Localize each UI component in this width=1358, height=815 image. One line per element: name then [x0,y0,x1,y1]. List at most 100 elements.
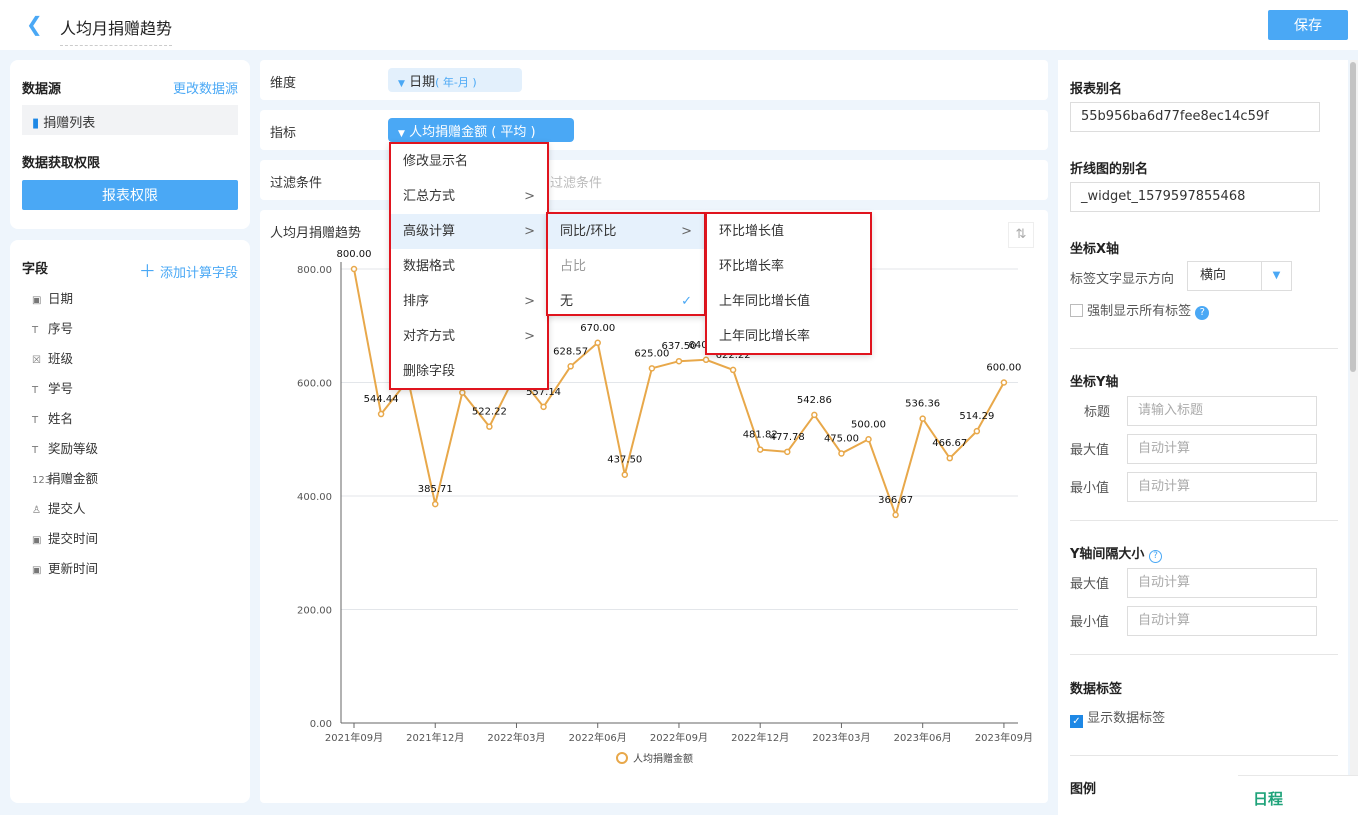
x-tick-label: 2022年09月 [650,731,708,744]
datasource-table[interactable]: ▮ 捐赠列表 [22,105,238,135]
text-icon: T [32,415,39,426]
menu-item-label: 无 [560,294,574,309]
save-button[interactable]: 保存 [1268,10,1348,40]
yint-max-input[interactable]: 自动计算 [1127,568,1317,598]
label-direction-label: 标签文字显示方向 [1070,272,1175,287]
plus-icon: ＋ [138,262,156,282]
data-point [973,427,981,435]
data-label: 544.44 [364,394,399,405]
help-icon[interactable]: ? [1195,306,1210,320]
show-data-label-checkbox[interactable]: ✓ 显示数据标签 [1070,707,1165,728]
date-icon: ▣ [32,295,42,306]
metric-label: 指标 [270,126,297,141]
field-item[interactable]: T 序号 [32,318,73,337]
menu-item[interactable]: 汇总方式 > [391,179,547,214]
dimension-chip[interactable]: ▼ 日期( 年-月 ) [388,68,522,92]
field-item[interactable]: T 姓名 [32,408,73,427]
menu-item[interactable]: 同比/环比 > [548,214,704,249]
menu-item[interactable]: 数据格式 [391,249,547,284]
select-icon: ☒ [32,355,41,366]
line-alias-input[interactable]: _widget_1579597855468 [1070,182,1320,212]
field-item[interactable]: ♙ 提交人 [32,498,86,517]
menu-item[interactable]: 占比 [548,249,704,284]
change-datasource-link[interactable]: 更改数据源 [172,82,238,97]
chevron-right-icon: > [524,294,535,309]
menu-item-label: 同比/环比 [560,224,617,239]
menu-item[interactable]: 环比增长率 [707,249,870,284]
legend-label: 人均捐赠金额 [633,752,693,765]
field-item[interactable]: ▣ 更新时间 [32,558,98,577]
report-permission-button[interactable]: 报表权限 [22,180,238,210]
text-icon: T [32,445,39,456]
menu-item[interactable]: 上年同比增长率 [707,319,870,354]
data-point [919,415,926,422]
label-direction-value: 横向 [1200,268,1227,283]
data-point [459,389,466,396]
force-labels-checkbox[interactable]: 强制显示所有标签 ? [1070,300,1210,320]
add-calc-field-label: 添加计算字段 [159,266,238,281]
data-point [946,454,954,462]
back-icon[interactable]: ❮ [26,12,43,36]
data-label: 600.00 [986,363,1021,374]
menu-item[interactable]: 高级计算 > [391,214,547,249]
legend-label: 图例 [1070,782,1097,797]
menu-item-label: 环比增长值 [719,224,785,239]
y-min-input[interactable]: 自动计算 [1127,472,1317,502]
field-name: 奖励等级 [48,441,99,456]
divider [1070,348,1338,349]
menu-item[interactable]: 排序 > [391,284,547,319]
data-label: 625.00 [634,348,669,359]
y-title-label: 标题 [1084,405,1111,420]
y-interval-text: Y轴间隔大小 [1070,547,1145,562]
field-item[interactable]: T 学号 [32,378,73,397]
file-icon: ▮ [32,116,40,131]
yint-min-input[interactable]: 自动计算 [1127,606,1317,636]
menu-item[interactable]: 上年同比增长值 [707,284,870,319]
schedule-tab[interactable]: 日程 [1238,775,1358,815]
advanced-calc-submenu: 同比/环比 > 占比无 ✓ [546,212,706,316]
field-item[interactable]: 123捐赠金额 [32,468,98,487]
scrollbar[interactable] [1350,60,1358,815]
swap-axis-icon[interactable]: ⇅ [1008,222,1034,248]
metric-chip[interactable]: ▼ 人均捐赠金额 ( 平均 ) [388,118,574,142]
data-point [702,356,710,364]
help-icon[interactable]: ? [1148,550,1162,563]
field-item[interactable]: ▣ 日期 [32,288,73,307]
menu-item[interactable]: 无 ✓ [548,284,704,319]
menu-item[interactable]: 对齐方式 > [391,319,547,354]
text-icon: T [32,385,39,396]
menu-item[interactable]: 修改显示名 [391,144,547,179]
y-title-input[interactable]: 请输入标题 [1127,396,1317,426]
field-item[interactable]: ☒ 班级 [32,348,73,367]
divider [1070,520,1338,521]
data-label: 542.86 [797,395,832,406]
field-name: 捐赠金额 [48,471,99,486]
settings-panel: 报表别名 55b956ba6d77fee8ec14c59f 折线图的别名 _wi… [1058,60,1348,815]
menu-item[interactable]: 删除字段 [391,354,547,389]
data-point [621,471,629,478]
field-item[interactable]: T 奖励等级 [32,438,98,457]
scrollbar-thumb[interactable] [1350,62,1356,372]
chevron-right-icon: > [524,329,535,344]
label-direction-select[interactable]: 横向 ▼ [1187,261,1292,291]
data-label: 466.67 [932,438,967,449]
force-labels-label: 强制显示所有标签 [1087,304,1192,319]
data-label: 536.36 [905,399,940,410]
page-title[interactable]: 人均月捐赠趋势 [60,15,173,46]
data-label: 481.82 [743,430,778,441]
data-point [350,265,358,273]
data-point [431,500,439,508]
field-item[interactable]: ▣ 提交时间 [32,528,98,547]
y-max-input[interactable]: 自动计算 [1127,434,1317,464]
line-alias-label: 折线图的别名 [1070,162,1149,177]
data-point [784,448,791,456]
report-alias-input[interactable]: 55b956ba6d77fee8ec14c59f [1070,102,1320,132]
y-tick-label: 800.00 [297,265,332,276]
field-name: 学号 [48,381,74,396]
x-tick-label: 2022年06月 [569,731,627,744]
fields-panel: 字段 ＋ 添加计算字段 ▣ 日期 T 序号 ☒ 班级 T 学号 T 姓名 T 奖励等级 123捐赠金额 ♙… [10,240,250,803]
menu-item[interactable]: 环比增长值 [707,214,870,249]
data-label: 514.29 [959,411,994,422]
add-calc-field-button[interactable]: ＋ 添加计算字段 [139,257,238,282]
data-point [377,410,385,418]
